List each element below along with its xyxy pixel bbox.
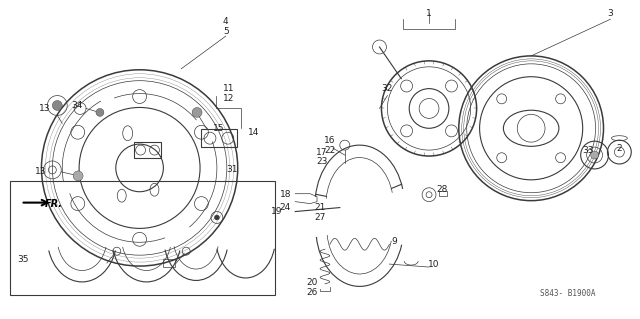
Text: 34: 34 xyxy=(72,101,83,110)
Text: 16: 16 xyxy=(324,136,335,145)
Text: 20: 20 xyxy=(307,278,317,287)
Text: FR.: FR. xyxy=(44,199,63,209)
Text: 18: 18 xyxy=(280,190,291,199)
Text: S843- B1900A: S843- B1900A xyxy=(540,289,596,298)
Text: 33: 33 xyxy=(582,145,593,155)
Bar xyxy=(163,259,175,267)
Text: 28: 28 xyxy=(436,185,447,194)
Text: 35: 35 xyxy=(17,255,28,263)
Text: 10: 10 xyxy=(428,260,440,269)
Text: 4: 4 xyxy=(223,17,228,26)
Text: 27: 27 xyxy=(314,213,326,222)
Circle shape xyxy=(96,108,104,116)
Text: 23: 23 xyxy=(316,158,328,167)
Text: 1: 1 xyxy=(426,9,432,18)
Text: 2: 2 xyxy=(616,144,622,152)
Text: 19: 19 xyxy=(271,207,282,216)
Circle shape xyxy=(214,215,220,220)
Bar xyxy=(201,129,237,147)
Text: 13: 13 xyxy=(38,104,50,113)
Circle shape xyxy=(73,171,83,181)
Text: 22: 22 xyxy=(324,145,335,155)
Text: 17: 17 xyxy=(316,148,328,157)
Circle shape xyxy=(591,151,598,159)
Text: 24: 24 xyxy=(280,203,291,212)
Text: 32: 32 xyxy=(381,84,393,93)
Text: 13: 13 xyxy=(35,167,46,176)
Text: 14: 14 xyxy=(248,128,259,137)
Text: 9: 9 xyxy=(392,237,397,246)
Text: 5: 5 xyxy=(223,26,228,36)
Circle shape xyxy=(192,108,202,117)
Text: 26: 26 xyxy=(307,288,317,297)
Text: 3: 3 xyxy=(607,9,613,18)
Bar xyxy=(10,181,275,295)
Text: 31: 31 xyxy=(226,166,237,174)
Text: 21: 21 xyxy=(314,203,326,212)
Text: 11: 11 xyxy=(223,84,234,93)
Circle shape xyxy=(52,100,62,110)
Bar xyxy=(134,142,161,158)
Bar xyxy=(439,191,447,196)
Text: 15: 15 xyxy=(213,124,225,133)
Text: 12: 12 xyxy=(223,94,234,103)
